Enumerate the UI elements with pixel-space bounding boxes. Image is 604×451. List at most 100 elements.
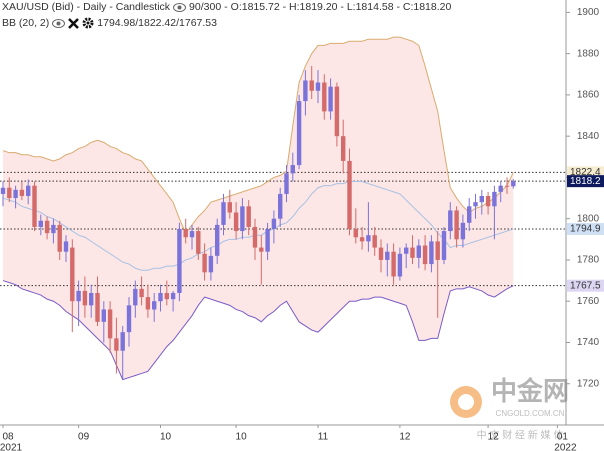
candle-body [448,210,453,232]
candle-body [44,220,50,234]
x-tick-label: 11 [318,432,329,443]
candle-body [265,229,270,252]
watermark: 中金网 CNGOLD.COM.CN 中 文 财 经 新 媒 体 [450,376,569,442]
watermark-slogan: 中 文 财 经 新 媒 体 [477,429,564,442]
candle-body [303,80,308,102]
candle-body [240,206,245,232]
candle-body [271,218,277,230]
indicator-values: 1794.98/1822.42/1767.53 [97,17,217,29]
candle-body [460,222,466,240]
candle-body [492,191,497,207]
candle-body [284,173,289,194]
candle-body [498,185,503,192]
x-tick-label: 12 [488,432,500,443]
candle-body [183,229,188,238]
candle-body [485,195,491,207]
candle-body [95,292,100,322]
candle-body [353,229,358,238]
separator: - [224,1,228,13]
candle-body [202,253,207,273]
header-ohlc: O:1815.72 - H:1819.20 - L:1814.58 - C:18… [230,1,452,13]
indicator-line: BB (20, 2) 1794.98/1822.42/1767.53 [2,17,217,29]
candle-body [133,288,138,306]
price-marker [567,175,604,188]
y-tick-label: 1880 [577,48,600,59]
candle-body [170,292,176,300]
candle-body [416,245,421,258]
close-icon[interactable] [68,17,80,29]
x-tick-label: 08 [2,432,14,443]
x-tick-label: 10 [236,432,248,443]
candle-body [189,231,195,238]
candle-body [366,235,371,242]
x-year-label: 2021 [0,443,23,451]
candle-body [296,101,302,166]
x-tick-label: 09 [78,432,90,443]
candle-body [0,187,6,194]
watermark-brand: 中金网 [491,376,569,406]
y-tick-label: 1900 [577,7,600,18]
candle-body [82,290,88,306]
candle-body [397,253,403,277]
price-marker-label: 1767.5 [570,280,601,291]
band-line-middle [2,181,514,271]
candle-body [372,235,377,248]
y-tick-label: 1860 [577,90,600,101]
candle-body [290,165,295,174]
y-tick-label: 1840 [577,131,600,142]
candle-body [391,251,396,277]
x-year-label: 2022 [554,443,577,451]
x-tick-label: 01 [557,432,569,443]
candle-body [385,251,390,260]
candle-body [107,309,113,339]
candle-body [278,193,283,219]
header-line: XAU/USD (Bid) - Daily - Candlestick 90/3… [2,1,452,13]
candle-body [479,195,484,203]
candle-body [341,136,346,161]
price-marker-label: 1818.2 [570,176,601,187]
eye-icon[interactable] [52,18,66,28]
y-tick-label: 1760 [577,296,600,307]
eye-icon[interactable] [173,2,187,12]
candle-body [114,338,119,351]
y-tick-label: 1780 [577,255,600,266]
candle-body [145,297,151,310]
candle-body [177,229,182,293]
price-marker [567,279,604,292]
candle-body [126,305,132,333]
candle-body [322,82,327,112]
candle-body [252,226,258,248]
plot-area [0,36,566,381]
candle-body [404,247,409,254]
candle-body [334,86,340,137]
candle-body [57,224,62,252]
candle-body [410,247,415,258]
candle-body [441,231,447,260]
x-tick-label: 10 [160,432,172,443]
candle-body [19,189,25,196]
watermark-site: CNGOLD.COM.CN [496,409,565,418]
candle-body [359,237,365,242]
candle-body [315,82,321,91]
candle-body [467,206,472,223]
candle-body [26,185,31,196]
candle-body [454,210,459,240]
band-fill [3,37,514,380]
candle-body [89,292,94,306]
candle-body [309,80,314,91]
candle-body [328,86,333,112]
candle-body [51,224,56,234]
header-count: 90/300 [189,1,222,13]
candle-body [38,220,43,227]
candle-body [246,206,251,227]
settings-icon[interactable] [82,17,94,29]
candle-body [139,288,144,298]
candle-body [152,301,157,310]
candle-body [164,292,169,300]
candle-body [473,202,478,207]
candle-body [215,224,220,256]
price-marker [567,223,604,236]
candle-body [120,332,125,351]
y-tick-label: 1800 [577,213,600,224]
